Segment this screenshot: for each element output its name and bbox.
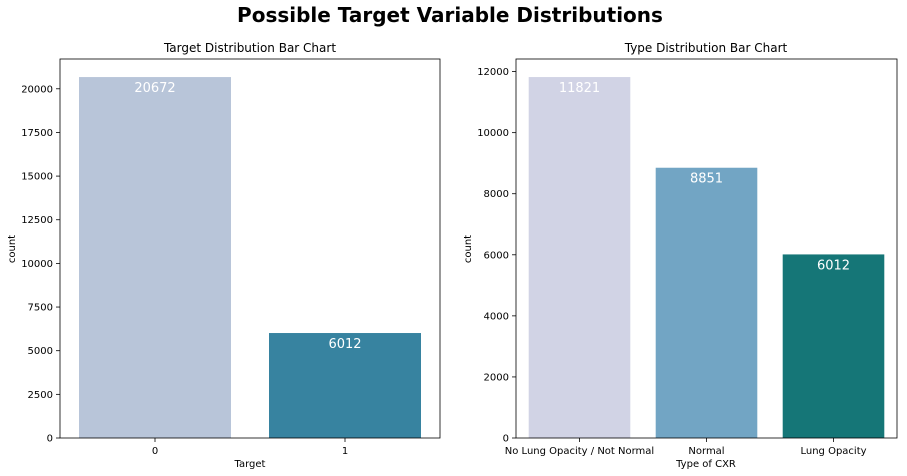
chart-title: Type Distribution Bar Chart: [624, 41, 788, 55]
bar: [782, 254, 885, 438]
x-tick-label: Lung Opacity: [800, 446, 866, 457]
y-tick-label: 0: [47, 434, 53, 445]
chart-title: Target Distribution Bar Chart: [163, 41, 336, 55]
bar: [269, 333, 421, 438]
y-axis-label: count: [463, 235, 474, 263]
y-tick-label: 15000: [21, 172, 53, 183]
data-label: 11821: [559, 81, 600, 96]
x-tick-label: Normal: [688, 446, 724, 457]
y-tick-label: 6000: [484, 250, 509, 261]
y-tick-label: 12000: [477, 67, 509, 78]
y-tick-label: 7500: [28, 303, 53, 314]
y-tick-label: 2500: [28, 390, 53, 401]
data-label: 8851: [690, 172, 723, 187]
y-tick-label: 10000: [21, 259, 53, 270]
x-tick-label: 0: [152, 446, 158, 457]
y-tick-label: 12500: [21, 215, 53, 226]
y-axis-label: count: [7, 235, 18, 263]
y-tick-label: 5000: [28, 346, 53, 357]
bar: [655, 167, 758, 438]
axes-frame: [515, 58, 898, 439]
x-tick-label: No Lung Opacity / Not Normal: [505, 446, 654, 457]
data-label: 6012: [328, 337, 361, 352]
y-tick-label: 17500: [21, 128, 53, 139]
bar: [79, 77, 231, 439]
x-axis-label: Type of CXR: [675, 459, 736, 470]
axes-frame: [59, 58, 441, 439]
data-label: 6012: [817, 258, 850, 273]
y-tick-label: 4000: [484, 311, 509, 322]
x-axis-label: Target: [234, 459, 266, 470]
y-tick-label: 0: [503, 434, 509, 445]
bar: [528, 77, 631, 438]
y-tick-label: 2000: [484, 372, 509, 383]
x-tick-label: 1: [342, 446, 348, 457]
data-label: 20672: [134, 81, 175, 96]
y-tick-label: 8000: [484, 189, 509, 200]
y-tick-label: 20000: [21, 84, 53, 95]
y-tick-label: 10000: [477, 128, 509, 139]
figure-suptitle: Possible Target Variable Distributions: [237, 3, 663, 27]
target-distribution-chart: Target Distribution Bar Chart Target cou…: [7, 41, 441, 470]
type-distribution-chart: Type Distribution Bar Chart Type of CXR …: [463, 41, 898, 470]
